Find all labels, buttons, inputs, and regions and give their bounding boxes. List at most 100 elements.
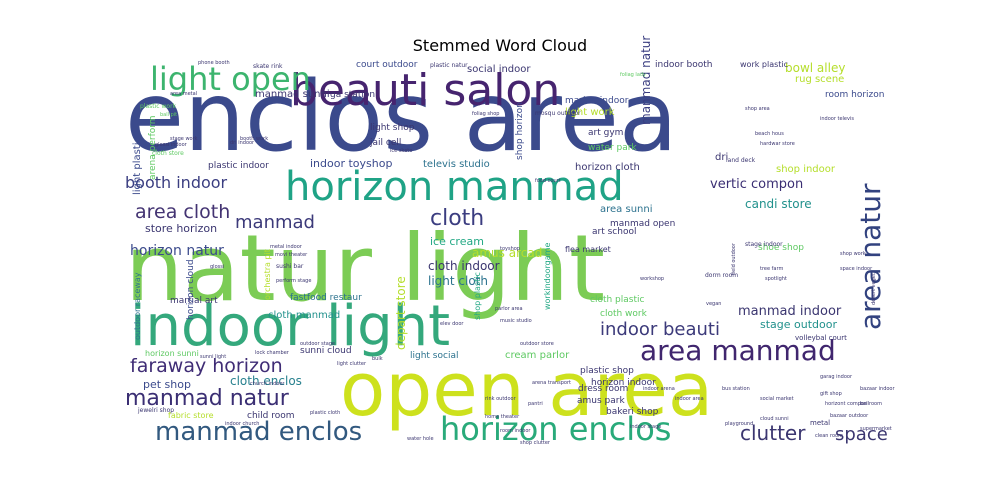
word-107: bazaar outdoor	[830, 413, 869, 419]
word-156: indoor church	[225, 421, 259, 427]
word-98: mosqu outdoor	[535, 110, 581, 117]
word-30: light cloth	[428, 274, 488, 288]
word-71: cloth work	[600, 309, 648, 319]
word-92: land deck	[726, 157, 756, 164]
word-59: light work	[565, 107, 615, 118]
word-141: indoor area	[675, 396, 704, 402]
word-104: tree farm	[760, 266, 783, 272]
word-129: supermarket	[860, 426, 892, 432]
word-85: shop plastic	[473, 272, 482, 320]
word-1: natur light	[125, 215, 605, 322]
word-155: indoor arena	[643, 386, 675, 392]
word-42: horizon cloth	[575, 162, 640, 173]
word-113: shop clutter	[520, 440, 551, 446]
word-0: enclos area	[125, 61, 678, 173]
word-83: sushi bar	[276, 263, 304, 270]
word-108: church indoor	[250, 381, 285, 387]
word-77: child room	[247, 411, 295, 421]
word-26: candi store	[745, 197, 812, 211]
word-103: shop work	[840, 251, 866, 257]
word-20: horizon natur	[130, 243, 224, 259]
word-125: social market	[760, 396, 794, 402]
word-139: pantri	[528, 401, 543, 407]
word-60: market indoor	[565, 96, 629, 106]
word-65: manmad open	[610, 219, 675, 229]
word-45: bowl alley	[785, 61, 845, 75]
word-140: water hole	[407, 436, 434, 442]
word-34: depart store	[394, 276, 408, 350]
word-2: open area	[340, 347, 713, 433]
word-88: bulk	[372, 356, 383, 362]
word-58: shop horizon	[515, 102, 525, 160]
word-12: cloth	[430, 206, 484, 231]
word-114: indoor stage	[630, 424, 661, 430]
word-64: area sunni	[600, 204, 652, 215]
word-15: clutter	[740, 421, 806, 445]
word-53: jail cell	[369, 138, 401, 148]
word-66: shoe shop	[758, 243, 804, 253]
word-142: stage work	[170, 136, 198, 142]
word-14: area cloth	[135, 201, 230, 223]
word-111: light clutter	[337, 361, 367, 367]
word-63: dri	[715, 152, 728, 163]
word-9: area natur	[854, 183, 887, 330]
word-105: desert veget	[871, 273, 877, 305]
word-67: art school	[592, 227, 636, 237]
word-147: elev door	[440, 321, 464, 327]
word-55: light plastic	[132, 137, 143, 195]
word-135: spotlight	[765, 276, 787, 282]
word-145: movi theater	[275, 252, 308, 258]
word-61: art gym	[588, 128, 623, 138]
word-27: stage outdoor	[760, 318, 837, 331]
word-127: garag indoor	[820, 374, 853, 380]
word-136: workshop	[640, 276, 664, 282]
word-138: playground	[725, 421, 753, 427]
word-89: jewelri shop	[137, 407, 174, 414]
word-152: booth work	[240, 136, 268, 142]
word-37: sunni cloud	[300, 346, 352, 356]
word-13: faraway horizon	[130, 355, 283, 377]
word-52: light shop	[370, 123, 415, 133]
word-132: gift shop	[820, 391, 842, 397]
word-121: hardwar store	[760, 141, 795, 147]
word-51: ga station	[330, 90, 375, 100]
word-54: court outdoor	[356, 60, 418, 70]
word-19: booth indoor	[125, 173, 228, 192]
word-115: rink outdoor	[485, 396, 517, 402]
word-131: bus station	[722, 386, 750, 392]
word-79: horizon sunni	[145, 349, 199, 358]
word-146: parlor area	[495, 306, 523, 312]
word-49: work plastic	[740, 60, 788, 69]
word-47: social indoor	[467, 64, 531, 75]
word-6: light open	[150, 60, 311, 98]
word-87: metal	[810, 419, 830, 427]
word-148: sunni light	[200, 354, 226, 360]
cloud-canvas	[125, 60, 900, 440]
word-38: martial art	[170, 296, 218, 306]
word-143: glossi	[210, 264, 224, 270]
word-133: clean room	[815, 433, 843, 439]
word-22: manmad indoor	[738, 304, 842, 319]
word-21: manmad natur	[639, 36, 653, 125]
word-5: horizon manmad	[285, 164, 624, 210]
word-153: room indoor	[500, 428, 531, 434]
word-36: light social	[410, 351, 458, 361]
word-39: cloth manmad	[268, 310, 340, 321]
word-43: shop indoor	[776, 164, 836, 175]
word-32: ice cream	[430, 235, 484, 248]
word-23: vertic compon	[710, 177, 803, 192]
word-84: perform stage	[276, 278, 311, 284]
word-118: foliag shop	[472, 111, 499, 117]
word-28: indoor toyshop	[310, 157, 392, 170]
word-91: dorm room	[705, 272, 738, 279]
word-124: plastic natur	[430, 62, 468, 69]
word-144: metal indoor	[270, 244, 303, 250]
word-75: horizon indoor	[591, 378, 656, 388]
word-73: amus park	[577, 396, 625, 406]
word-117: foliag lady	[620, 72, 646, 78]
word-157: outdoor store	[520, 341, 554, 347]
word-31: amus arcad	[472, 246, 542, 260]
word-41: televis studio	[423, 159, 490, 170]
word-130: field outdoor	[731, 242, 737, 275]
word-10: manmad enclos	[155, 417, 362, 447]
